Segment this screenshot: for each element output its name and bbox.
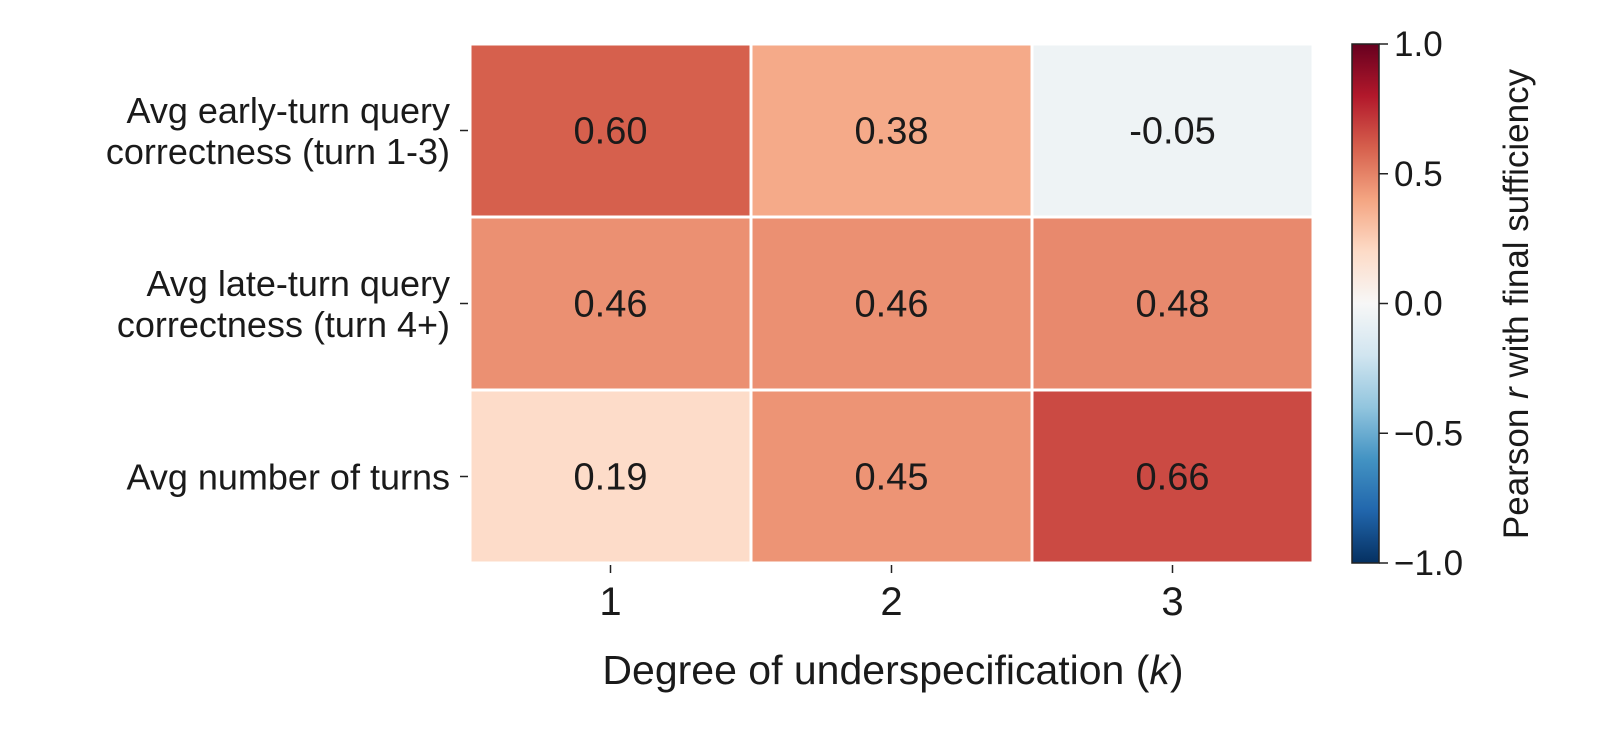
colorbar-tick-label: −0.5 [1394, 414, 1463, 453]
x-tick-label: 2 [880, 580, 902, 624]
heatmap-cell [468, 42, 753, 219]
colorbar-tick-label: 1.0 [1394, 25, 1443, 64]
cell-value-label: -0.05 [1129, 111, 1216, 153]
cell-value-label: 0.45 [855, 457, 929, 499]
heatmap-cell [468, 388, 753, 565]
cell-value-label: 0.66 [1136, 457, 1210, 499]
x-axis: 1 2 3 [599, 565, 1184, 624]
axis-variable: r [1497, 386, 1536, 399]
cell-value-labels: 0.60 0.38 -0.05 0.46 0.46 0.48 0.19 0.45 0.66 [574, 111, 1216, 499]
heatmap-cells [468, 42, 1315, 565]
y-tick-label: Avg number of turns [126, 457, 450, 498]
colorbar-label: Pearson r with final sufficiency [1497, 68, 1536, 539]
heatmap-cell [1030, 42, 1315, 219]
cell-value-label: 0.46 [855, 284, 929, 326]
cell-value-label: 0.60 [574, 111, 648, 153]
x-tick-label: 1 [599, 580, 621, 624]
heatmap-cell [468, 215, 753, 392]
x-axis-label: Degree of underspecification (k) [602, 647, 1183, 693]
axis-variable: k [1149, 647, 1172, 693]
x-tick-label: 3 [1161, 580, 1183, 624]
cell-value-label: 0.19 [574, 457, 648, 499]
heatmap-cell [749, 388, 1034, 565]
colorbar-ticks: 1.0 0.5 0.0 −0.5 −1.0 [1379, 25, 1463, 583]
y-tick-label: correctness (turn 1-3) [106, 131, 450, 172]
cell-value-label: 0.48 [1136, 284, 1210, 326]
heatmap-cell [1030, 388, 1315, 565]
y-tick-label: Avg early-turn query [127, 90, 451, 131]
heatmap-cell [749, 42, 1034, 219]
colorbar [1351, 43, 1380, 564]
cell-value-label: 0.38 [855, 111, 929, 153]
colorbar-tick-label: −1.0 [1394, 544, 1463, 583]
y-tick-label: Avg late-turn query [146, 263, 450, 304]
heatmap-cell [1030, 215, 1315, 392]
colorbar-tick-label: 0.0 [1394, 285, 1443, 324]
cell-value-label: 0.46 [574, 284, 648, 326]
y-tick-label: correctness (turn 4+) [117, 304, 450, 345]
colorbar-tick-label: 0.5 [1394, 155, 1443, 194]
